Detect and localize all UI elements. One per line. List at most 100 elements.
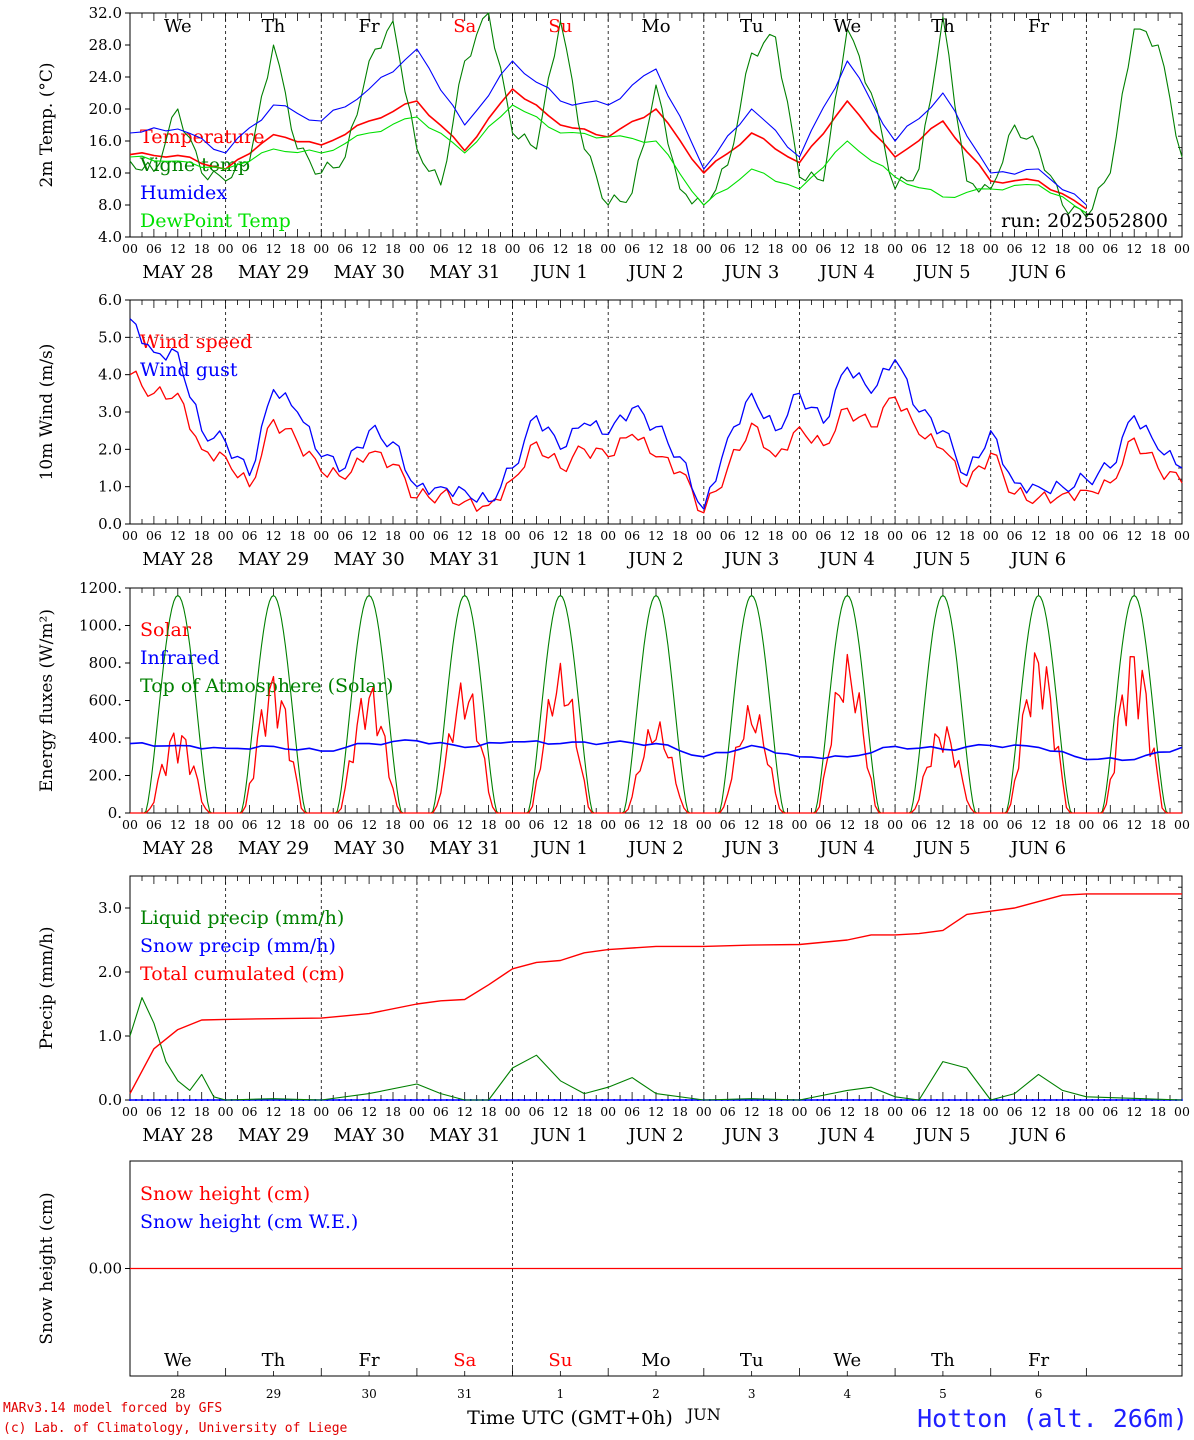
temp-date-label: JUN 1 <box>531 262 588 283</box>
temp-y-tick-label: 24.0 <box>89 68 122 86</box>
precip-hour-label: 18 <box>768 1104 784 1119</box>
energy-hour-label: 12 <box>457 817 473 832</box>
energy-hour-label: 18 <box>1055 817 1071 832</box>
day-number-label: 29 <box>266 1387 281 1401</box>
wind-hour-label: 12 <box>361 528 377 543</box>
temp-series-line <box>129 104 1087 214</box>
temp-hour-label: 06 <box>815 241 831 256</box>
solar-line <box>130 652 1182 814</box>
temp-y-axis-title: 2m Temp. (°C) <box>37 62 57 187</box>
wind-panel: 00 06 12 18 00 06 12 18 00 06 12 18 00 06 12 18 00 06 12 18… <box>37 291 1190 570</box>
energy-hour-label: 00 <box>1174 817 1190 832</box>
temp-hour-label: 12 <box>552 241 568 256</box>
energy-y-tick-label: 600. <box>89 692 122 710</box>
energy-hour-label: 00 <box>792 817 808 832</box>
temp-hour-label: 12 <box>457 241 473 256</box>
temp-hour-label: 00 <box>1078 241 1094 256</box>
energy-date-label: JUN 1 <box>531 838 588 859</box>
energy-hour-label: 06 <box>529 817 545 832</box>
temp-hour-label: 00 <box>122 241 138 256</box>
temp-y-tick-label: 28.0 <box>89 36 122 54</box>
precip-hour-label: 12 <box>170 1104 186 1119</box>
temp-series-line <box>129 48 1087 206</box>
energy-hour-label: 12 <box>935 817 951 832</box>
energy-hour-label: 00 <box>218 817 234 832</box>
wind-series-line <box>129 318 1183 510</box>
wind-hour-label: 18 <box>768 528 784 543</box>
precip-hour-label: 18 <box>959 1104 975 1119</box>
temp-date-label: JUN 6 <box>1009 262 1066 283</box>
energy-hour-label: 18 <box>194 817 210 832</box>
wind-date-label: JUN 5 <box>913 549 970 570</box>
precip-hour-label: 18 <box>289 1104 305 1119</box>
weekday-label: Sa <box>453 1350 476 1371</box>
temp-date-label: JUN 3 <box>722 262 779 283</box>
wind-hour-label: 06 <box>529 528 545 543</box>
weekday-label: Su <box>548 16 572 37</box>
precip-hour-label: 06 <box>815 1104 831 1119</box>
wind-hour-label: 12 <box>744 528 760 543</box>
temp-hour-label: 06 <box>146 241 162 256</box>
precip-hour-label: 00 <box>218 1104 234 1119</box>
temp-hour-label: 12 <box>744 241 760 256</box>
energy-hour-label: 00 <box>1078 817 1094 832</box>
day-number-label: 31 <box>457 1387 472 1401</box>
precip-hour-label: 12 <box>552 1104 568 1119</box>
energy-hour-label: 06 <box>624 817 640 832</box>
x-axis-title: Time UTC (GMT+0h) <box>467 1407 673 1429</box>
precip-hour-label: 06 <box>529 1104 545 1119</box>
energy-y-tick-label: 400. <box>89 729 122 747</box>
wind-hour-label: 00 <box>1078 528 1094 543</box>
energy-date-label: MAY 29 <box>238 838 309 859</box>
wind-hour-label: 12 <box>266 528 282 543</box>
snow-y-minor-ticks <box>1178 1160 1182 1377</box>
energy-date-label: JUN 4 <box>818 838 875 859</box>
energy-date-label: JUN 3 <box>722 838 779 859</box>
temp-hour-label: 12 <box>1126 241 1142 256</box>
temp-hour-label: 18 <box>385 241 401 256</box>
temp-hour-label: 06 <box>242 241 258 256</box>
weekday-label: Th <box>931 1350 955 1371</box>
temp-y-tick-label: 8.0 <box>98 196 122 214</box>
weekday-label: Mo <box>641 1350 670 1371</box>
precip-hour-label: 12 <box>1126 1104 1142 1119</box>
wind-hour-label: 12 <box>1126 528 1142 543</box>
precip-y-axis-title: Precip (mm/h) <box>37 926 57 1049</box>
weekday-label: Fr <box>1028 1350 1049 1371</box>
temp-hour-label: 12 <box>361 241 377 256</box>
weekday-label: Sa <box>453 16 476 37</box>
temp-hour-label: 00 <box>409 241 425 256</box>
wind-hour-label: 00 <box>792 528 808 543</box>
precip-hour-label: 06 <box>1102 1104 1118 1119</box>
temp-hour-label: 00 <box>696 241 712 256</box>
wind-hour-label: 18 <box>1150 528 1166 543</box>
wind-hour-label: 18 <box>289 528 305 543</box>
temp-date-label: MAY 30 <box>333 262 404 283</box>
precip-hour-label: 00 <box>887 1104 903 1119</box>
temp-hour-label: 12 <box>170 241 186 256</box>
energy-hour-label: 00 <box>409 817 425 832</box>
precip-y-minor-ticks <box>1178 875 1182 1101</box>
day-number-label: 5 <box>939 1387 947 1401</box>
wind-hour-label: 00 <box>505 528 521 543</box>
wind-y-tick-label: 1.0 <box>98 478 122 496</box>
temp-panel: 00 06 12 18 00 06 12 18 00 06 12 18 00 06 12 18 00 06 12 18… <box>37 4 1190 283</box>
wind-hour-label: 18 <box>194 528 210 543</box>
temp-hour-label: 18 <box>194 241 210 256</box>
precip-hour-label: 12 <box>744 1104 760 1119</box>
weekday-label: We <box>164 1350 192 1371</box>
precip-hour-label: 12 <box>935 1104 951 1119</box>
precip-hour-label: 18 <box>1055 1104 1071 1119</box>
energy-date-label: JUN 5 <box>913 838 970 859</box>
precip-hour-label: 06 <box>433 1104 449 1119</box>
wind-y-tick-label: 2.0 <box>98 440 122 458</box>
wind-hour-label: 00 <box>887 528 903 543</box>
infrared-line <box>129 739 1183 762</box>
energy-hour-label: 00 <box>313 817 329 832</box>
wind-date-label: MAY 29 <box>238 549 309 570</box>
precip-date-label: JUN 6 <box>1009 1125 1066 1146</box>
precip-hour-label: 18 <box>194 1104 210 1119</box>
temp-legend-entry: DewPoint Temp <box>140 210 291 232</box>
wind-date-label: MAY 28 <box>142 549 213 570</box>
precip-hour-label: 12 <box>457 1104 473 1119</box>
